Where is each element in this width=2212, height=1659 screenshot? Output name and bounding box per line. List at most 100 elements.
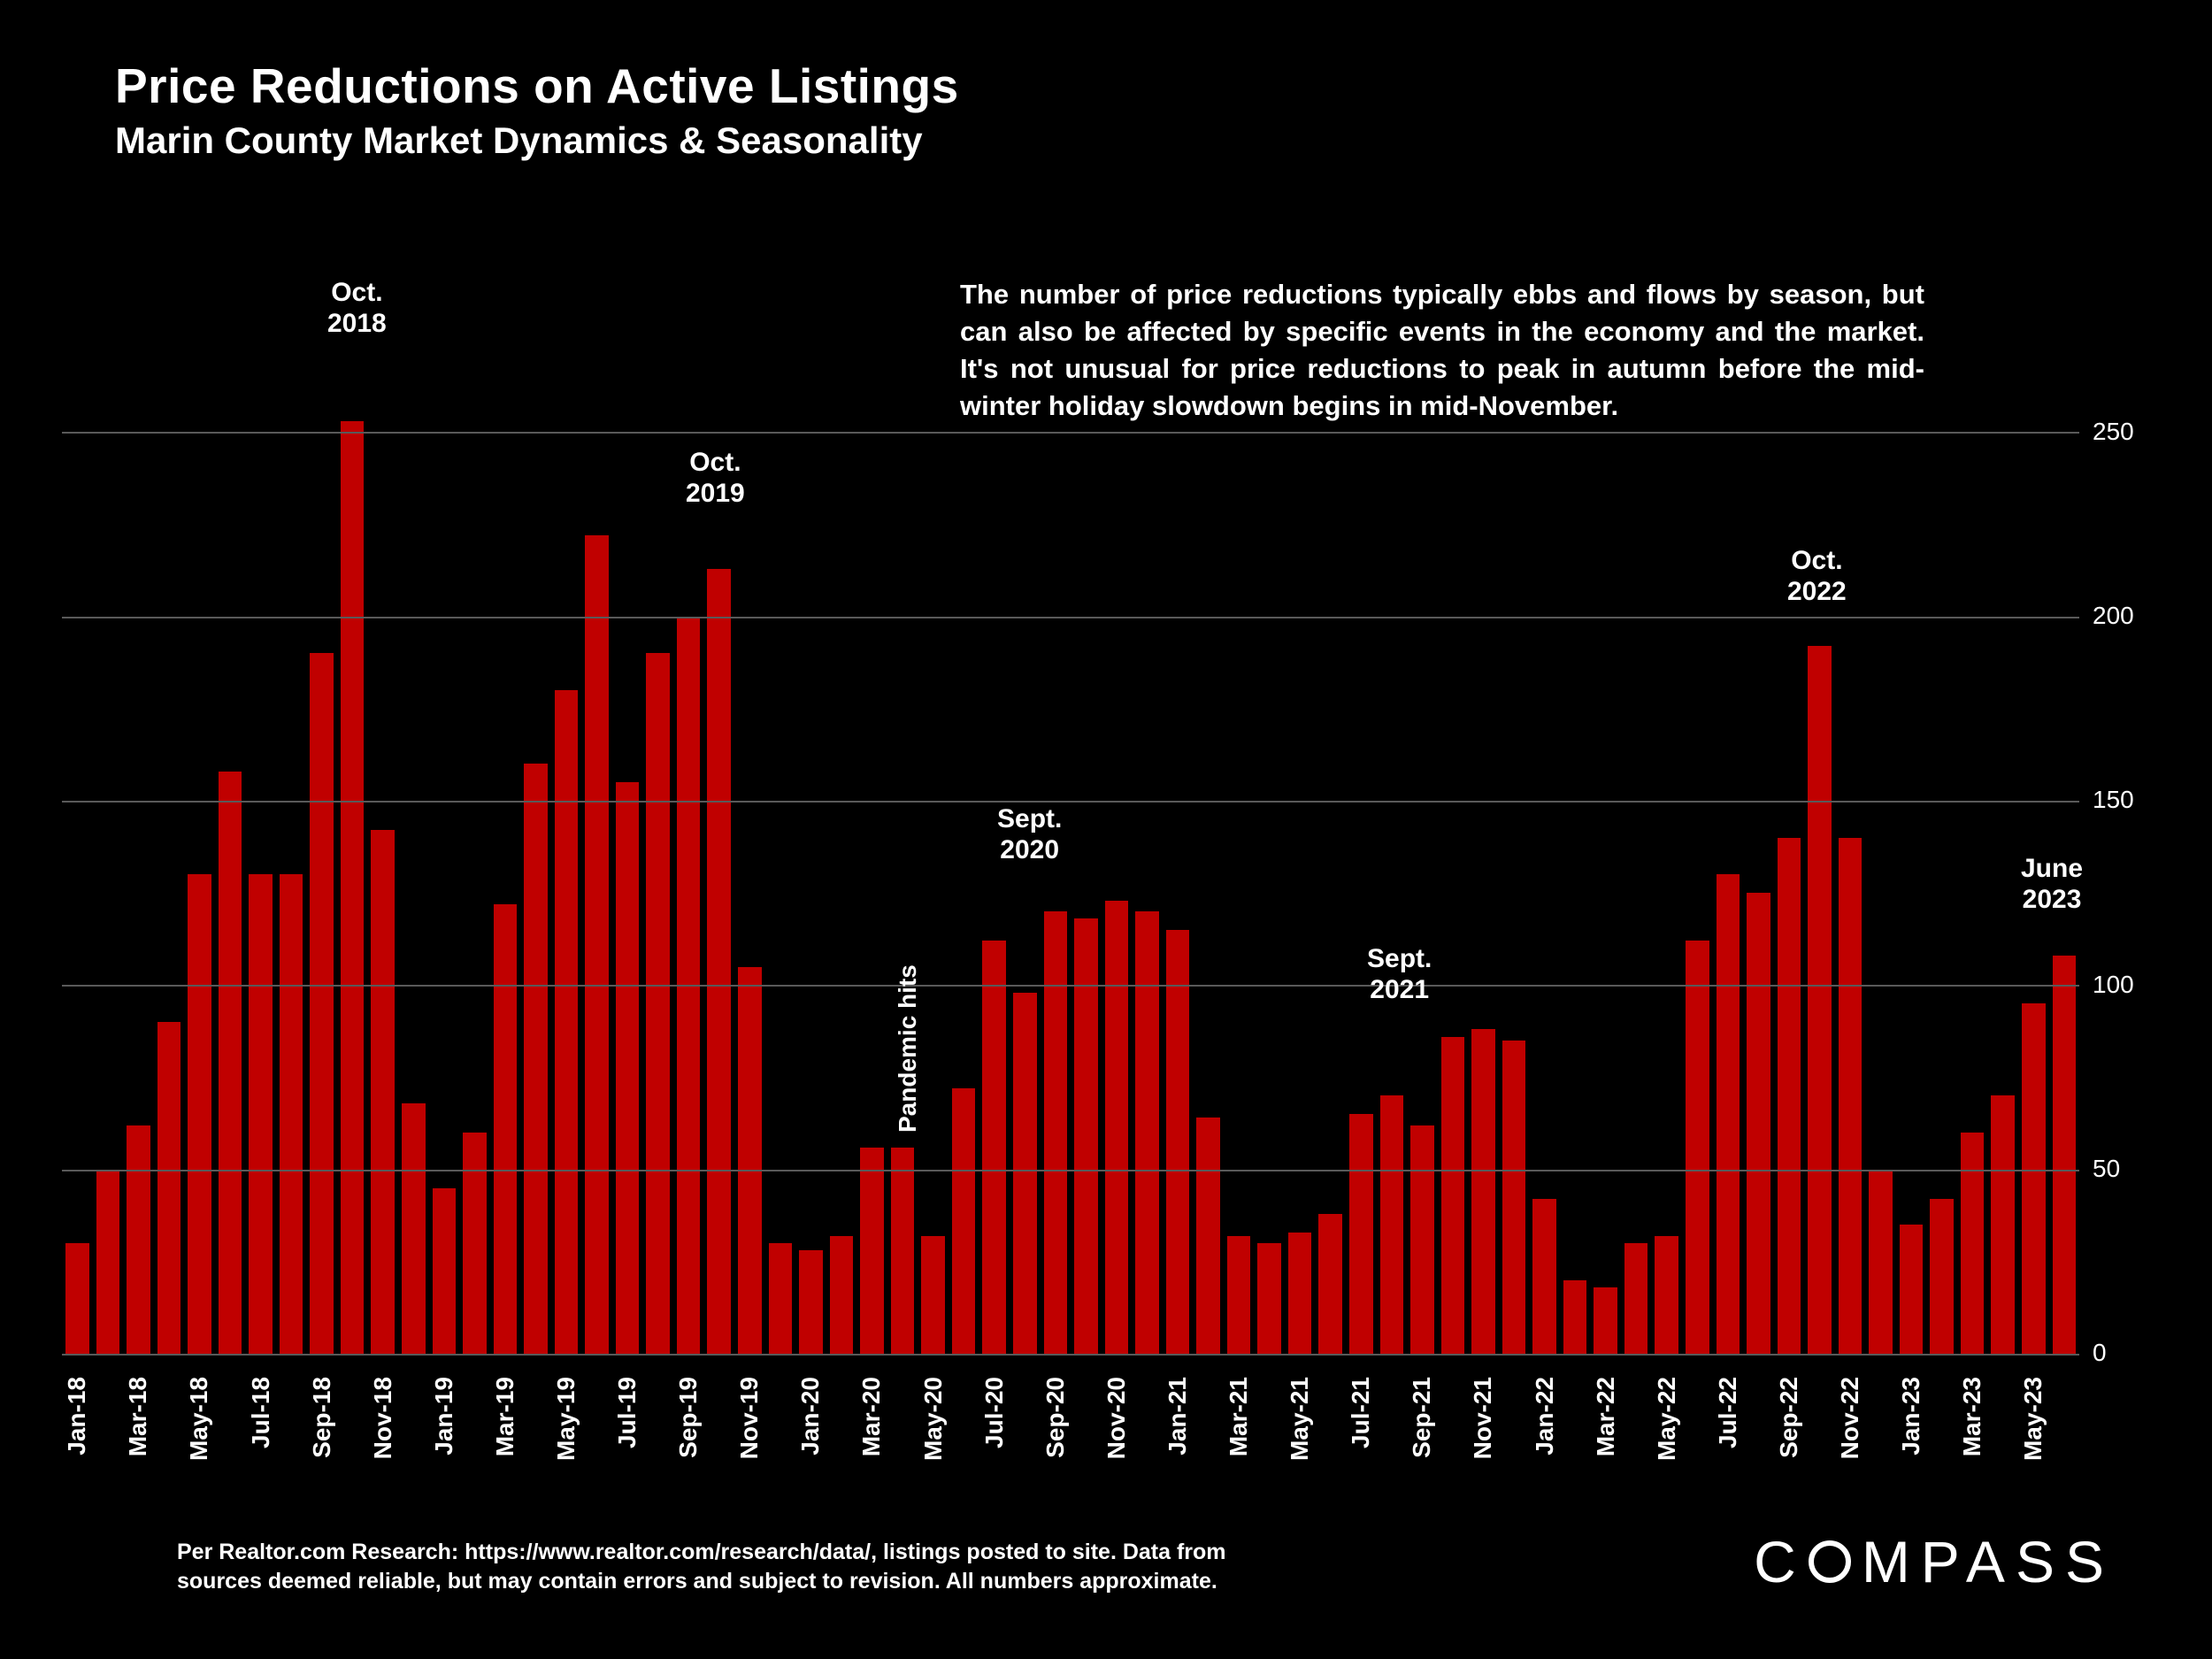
x-axis-tick: May-21 — [1286, 1377, 1314, 1461]
bar — [1717, 874, 1740, 1354]
x-label-slot — [1193, 1363, 1224, 1495]
bar — [494, 904, 518, 1354]
bar — [1655, 1236, 1678, 1354]
bar — [1808, 646, 1832, 1354]
x-label-slot: May-18 — [184, 1363, 215, 1495]
x-label-slot — [1560, 1363, 1591, 1495]
peak-annotation: Sept.2021 — [1367, 944, 1432, 1005]
x-label-slot — [215, 1363, 246, 1495]
peak-annotation: Oct.2022 — [1787, 546, 1847, 607]
x-axis-tick: Nov-18 — [369, 1377, 397, 1459]
bar — [96, 1170, 120, 1354]
x-axis-tick: Mar-23 — [1958, 1377, 1986, 1456]
x-label-slot: Jul-18 — [245, 1363, 276, 1495]
x-axis-tick: Jan-19 — [430, 1377, 458, 1455]
bar — [249, 874, 273, 1354]
x-axis-tick: May-23 — [2019, 1377, 2047, 1461]
x-label-slot: Sep-19 — [673, 1363, 704, 1495]
x-label-slot: Jan-20 — [795, 1363, 826, 1495]
x-label-slot — [1621, 1363, 1652, 1495]
x-label-slot: Mar-21 — [1224, 1363, 1255, 1495]
x-label-slot: Jul-21 — [1346, 1363, 1377, 1495]
x-axis-tick: Mar-22 — [1592, 1377, 1620, 1456]
x-label-slot — [703, 1363, 734, 1495]
x-label-slot — [826, 1363, 857, 1495]
bar — [463, 1133, 487, 1354]
bar — [433, 1188, 457, 1355]
slide: Price Reductions on Active Listings Mari… — [0, 0, 2212, 1659]
y-axis-tick: 150 — [2093, 786, 2134, 814]
chart-area: 050100150200250 — [62, 358, 2079, 1354]
x-label-slot — [1804, 1363, 1835, 1495]
x-label-slot — [459, 1363, 490, 1495]
bar — [157, 1022, 181, 1354]
gridline — [62, 1170, 2079, 1171]
peak-annotation: Oct.2019 — [686, 448, 745, 509]
x-axis-tick: Jul-21 — [1347, 1377, 1375, 1448]
x-label-slot: Mar-20 — [856, 1363, 887, 1495]
x-label-slot — [1132, 1363, 1163, 1495]
x-axis-labels: Jan-18 Mar-18 May-18 Jul-18 Sep-18 Nov-18 Jan-… — [62, 1363, 2079, 1495]
bar — [982, 941, 1006, 1354]
x-label-slot: Jan-18 — [62, 1363, 93, 1495]
bar — [1044, 911, 1068, 1354]
x-label-slot — [154, 1363, 185, 1495]
x-axis-tick: May-20 — [919, 1377, 948, 1461]
x-label-slot — [765, 1363, 796, 1495]
x-label-slot: Nov-22 — [1835, 1363, 1866, 1495]
x-label-slot: Mar-19 — [490, 1363, 521, 1495]
bar — [1410, 1125, 1434, 1354]
x-label-slot: Sep-22 — [1774, 1363, 1805, 1495]
x-axis-tick: May-22 — [1653, 1377, 1681, 1461]
x-label-slot: May-23 — [2018, 1363, 2049, 1495]
x-label-slot: Jan-23 — [1896, 1363, 1927, 1495]
x-label-slot: Nov-20 — [1102, 1363, 1133, 1495]
x-label-slot — [398, 1363, 429, 1495]
x-axis-tick: Jul-22 — [1714, 1377, 1742, 1448]
x-label-slot — [520, 1363, 551, 1495]
x-axis-tick: Jan-22 — [1531, 1377, 1559, 1455]
x-label-slot: Jan-21 — [1163, 1363, 1194, 1495]
pandemic-annotation: Pandemic hits — [894, 964, 922, 1133]
bar — [1563, 1280, 1587, 1354]
bar — [280, 874, 303, 1354]
bar — [1502, 1041, 1526, 1354]
bar — [65, 1243, 89, 1354]
bar — [1135, 911, 1159, 1354]
x-axis-tick: Jul-19 — [613, 1377, 641, 1448]
x-label-slot: Mar-18 — [123, 1363, 154, 1495]
x-label-slot — [1071, 1363, 1102, 1495]
peak-annotation: June2023 — [2021, 854, 2083, 915]
bar — [371, 830, 395, 1354]
compass-logo: CMPASS — [1754, 1528, 2115, 1595]
x-label-slot: Mar-22 — [1590, 1363, 1621, 1495]
x-label-slot — [1865, 1363, 1896, 1495]
bar — [341, 421, 365, 1354]
bar — [1013, 993, 1037, 1354]
x-axis-tick: Mar-19 — [491, 1377, 519, 1456]
peak-annotation: Oct.2018 — [327, 278, 387, 339]
bar — [1594, 1287, 1617, 1354]
bar — [1747, 893, 1770, 1354]
bar — [1196, 1118, 1220, 1354]
gridline — [62, 1354, 2079, 1356]
bar — [738, 967, 762, 1355]
bar — [921, 1236, 945, 1354]
x-axis-tick: Nov-19 — [735, 1377, 764, 1459]
x-label-slot — [276, 1363, 307, 1495]
bar — [1624, 1243, 1648, 1354]
y-axis-tick: 50 — [2093, 1155, 2120, 1183]
x-label-slot: Jan-19 — [429, 1363, 460, 1495]
bars-container — [62, 358, 2079, 1354]
x-axis-tick: Sep-18 — [308, 1377, 336, 1458]
bar — [188, 874, 211, 1354]
x-label-slot: May-20 — [918, 1363, 949, 1495]
bar — [830, 1236, 854, 1354]
title-block: Price Reductions on Active Listings Mari… — [115, 58, 959, 162]
bar — [127, 1125, 150, 1354]
gridline — [62, 985, 2079, 987]
x-axis-tick: Mar-21 — [1225, 1377, 1253, 1456]
x-axis-tick: Sep-21 — [1408, 1377, 1436, 1458]
x-axis-tick: Mar-18 — [124, 1377, 152, 1456]
x-axis-tick: Nov-20 — [1102, 1377, 1131, 1459]
